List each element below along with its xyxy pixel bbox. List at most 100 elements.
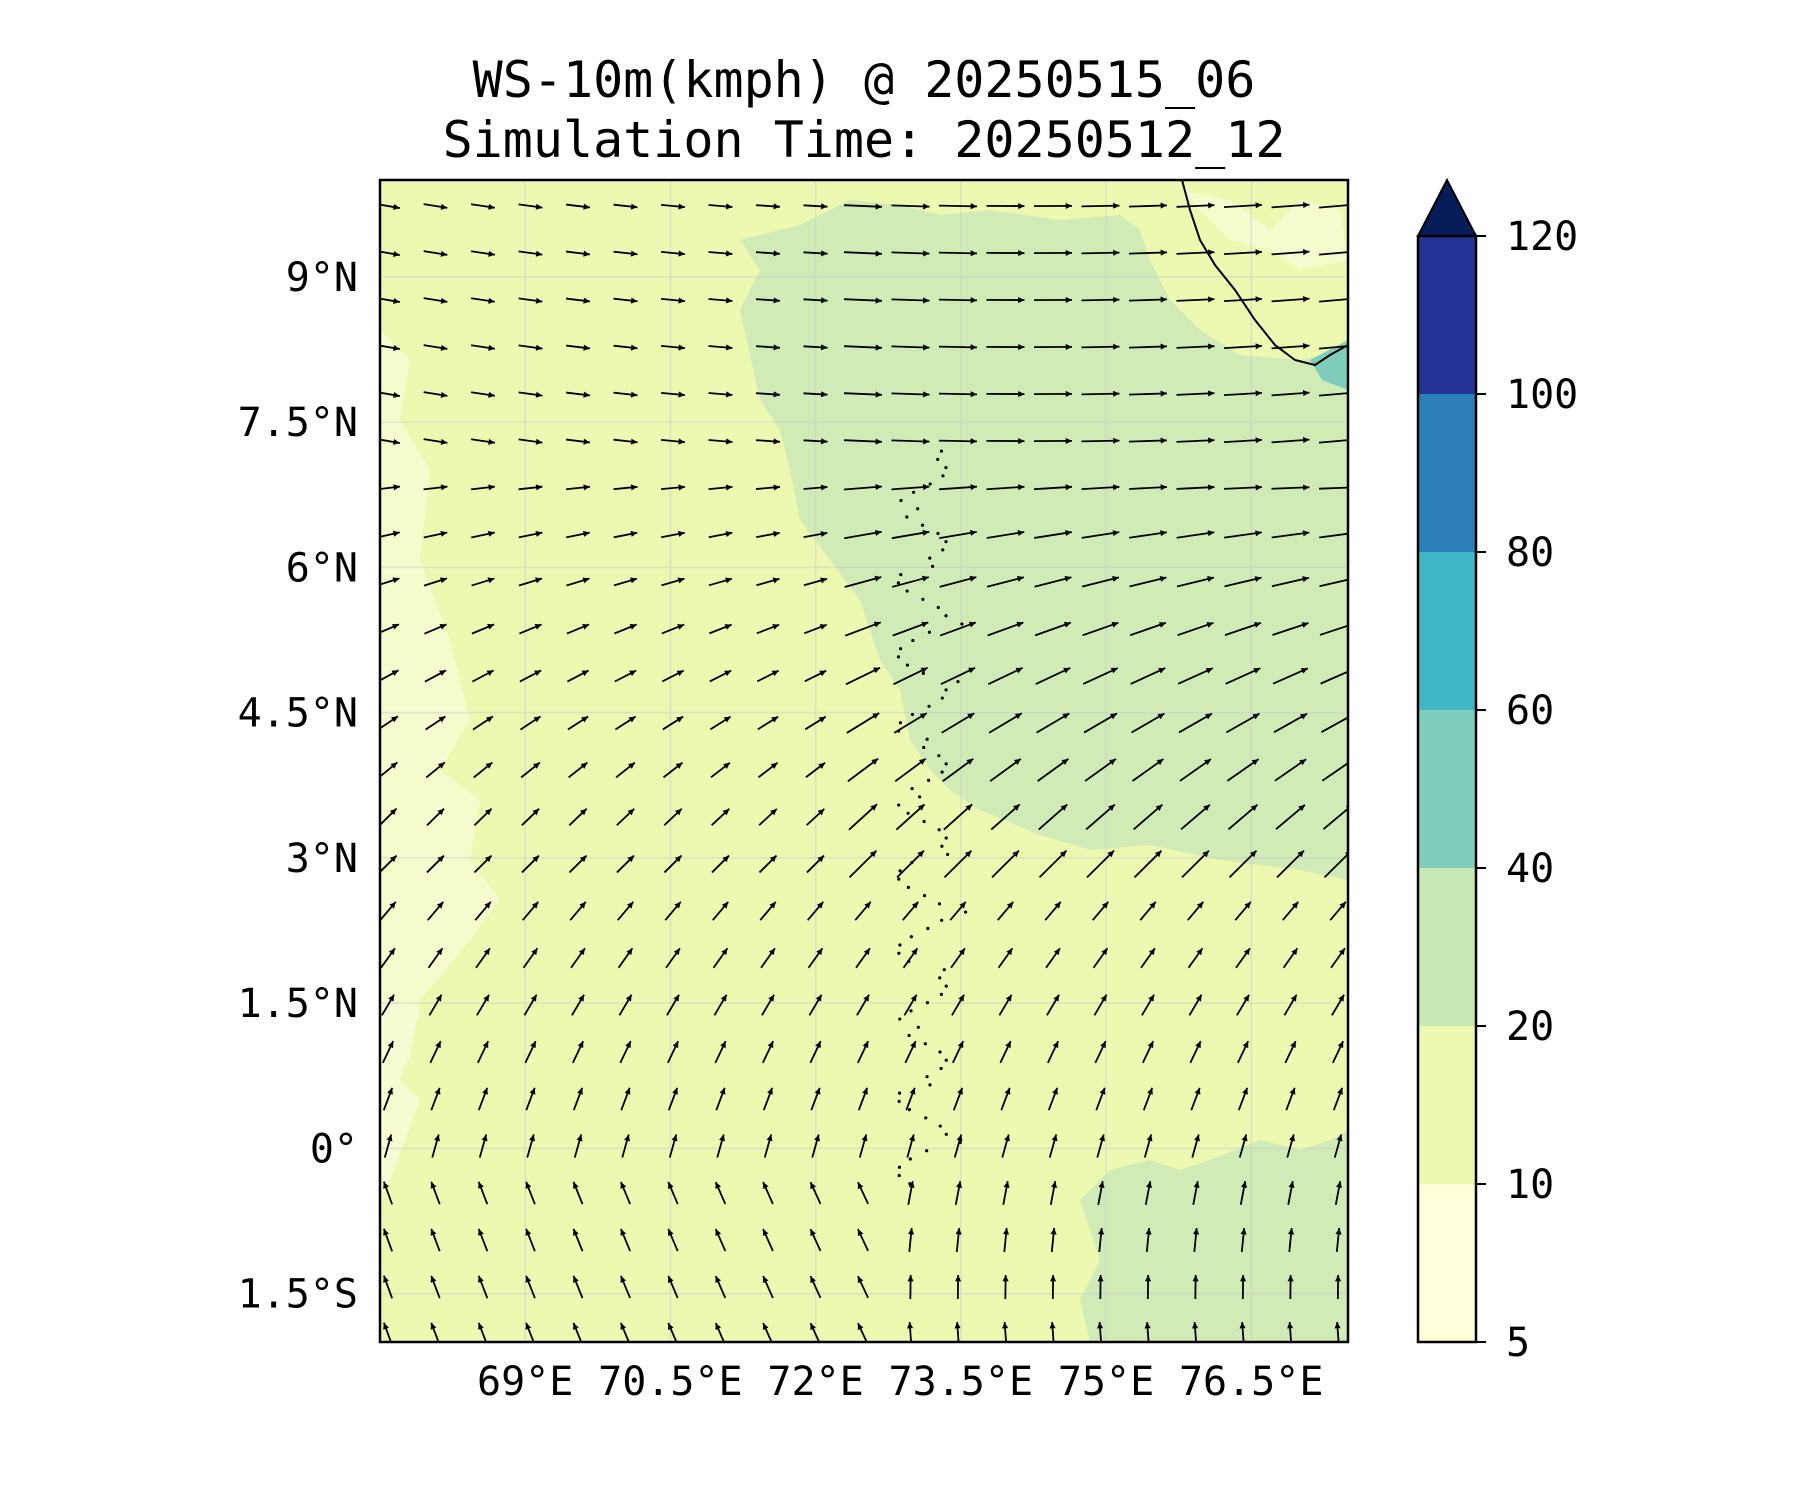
wind-arrow	[1095, 1087, 1106, 1111]
wind-arrow	[1084, 758, 1117, 782]
wind-arrow	[1238, 1134, 1248, 1158]
wind-arrow	[568, 761, 588, 779]
wind-arrow	[809, 1228, 822, 1252]
wind-arrow	[470, 391, 496, 398]
island-dot	[963, 910, 968, 914]
wind-arrow	[1082, 667, 1119, 685]
island-dot	[909, 935, 913, 939]
island-dot	[937, 902, 942, 906]
y-tick-label: 3°N	[286, 836, 358, 882]
wind-arrow	[755, 438, 781, 445]
wind-arrow	[1192, 1181, 1200, 1205]
y-tick-label: 7.5°N	[238, 400, 358, 446]
wind-arrow	[891, 575, 930, 588]
wind-arrow	[565, 438, 591, 445]
wind-arrow	[843, 250, 883, 257]
wind-arrow	[1033, 249, 1073, 256]
wind-arrow	[1223, 249, 1263, 256]
wind-arrow	[1318, 251, 1348, 256]
wind-arrow	[755, 297, 781, 304]
wind-arrow	[474, 901, 492, 921]
wind-arrow	[762, 1087, 774, 1111]
wind-arrow	[471, 530, 495, 539]
wind-arrow	[1036, 712, 1070, 734]
island-dot	[897, 877, 901, 881]
island-dot	[925, 1149, 929, 1153]
wind-arrow	[470, 297, 496, 304]
island-dot	[898, 721, 903, 725]
wind-arrow	[807, 947, 824, 969]
wind-arrow	[708, 203, 733, 210]
wind-arrow	[471, 669, 495, 683]
wind-arrow	[573, 1134, 583, 1158]
wind-arrow	[566, 623, 590, 635]
colorbar-segment	[1418, 1026, 1476, 1184]
wind-arrow	[1081, 249, 1120, 256]
wind-arrow	[1180, 803, 1211, 831]
wind-arrow	[891, 529, 930, 540]
island-dot	[916, 507, 920, 511]
wind-arrow	[1034, 621, 1072, 637]
wind-arrow	[1131, 758, 1165, 782]
colorbar-label: 100	[1506, 372, 1578, 418]
wind-arrow	[708, 577, 733, 587]
wind-arrow	[424, 623, 447, 635]
wind-arrow	[470, 344, 496, 351]
wind-arrow	[805, 762, 826, 778]
wind-arrow	[473, 807, 493, 827]
wind-arrow	[943, 849, 973, 879]
wind-arrow	[955, 1274, 962, 1300]
wind-arrow	[664, 901, 682, 921]
wind-arrow	[1272, 667, 1309, 685]
wind-arrow	[940, 666, 976, 686]
wind-arrow	[1223, 437, 1263, 444]
wind-arrow	[1318, 204, 1348, 209]
wind-arrow	[1002, 1181, 1010, 1205]
wind-arrow	[429, 1040, 442, 1064]
wind-arrow	[1287, 1274, 1294, 1300]
moderate-wind-region-northeast	[740, 200, 1348, 880]
wind-arrow	[569, 901, 587, 921]
wind-arrow	[667, 1228, 679, 1252]
wind-arrow	[522, 901, 539, 921]
moderate-wind-region-southeast	[1080, 1130, 1348, 1342]
wind-arrow	[892, 621, 929, 637]
wind-arrow	[423, 250, 448, 257]
wind-arrow	[660, 438, 686, 445]
wind-arrow	[1045, 947, 1061, 969]
island-dot	[916, 1025, 920, 1029]
wind-arrow	[426, 807, 445, 827]
island-dots	[896, 449, 968, 1186]
island-dot	[928, 482, 932, 486]
island-dot	[920, 523, 925, 527]
wind-arrow	[383, 1134, 393, 1158]
colorbar-label: 60	[1506, 688, 1554, 734]
wind-arrow	[845, 666, 881, 686]
island-dot	[939, 449, 944, 453]
wind-arrow	[1235, 947, 1251, 969]
wind-arrow	[804, 669, 827, 683]
wind-arrow	[857, 1228, 869, 1252]
wind-arrow	[848, 803, 878, 831]
wind-arrow	[565, 297, 591, 304]
island-dot	[946, 852, 950, 857]
wind-arrow	[1271, 484, 1310, 491]
island-dot	[905, 663, 910, 667]
wind-arrow	[708, 391, 733, 398]
island-dot	[926, 926, 930, 931]
wind-arrow	[843, 344, 883, 351]
wind-arrow	[990, 803, 1021, 831]
island-dot	[911, 638, 915, 643]
x-tick-label: 73.5°E	[889, 1359, 1034, 1405]
wind-arrow	[470, 484, 496, 491]
wind-arrow	[667, 1181, 679, 1205]
wind-arrow	[1139, 901, 1157, 921]
wind-arrow	[1240, 1227, 1247, 1253]
wind-arrow	[1287, 1181, 1295, 1205]
wind-arrow	[477, 1228, 489, 1252]
wind-arrow	[661, 669, 685, 683]
x-tick-label: 72°E	[767, 1359, 863, 1405]
wind-arrow	[1318, 345, 1348, 350]
colorbar-extend-arrow	[1416, 177, 1478, 237]
wind-arrow	[904, 1040, 917, 1064]
